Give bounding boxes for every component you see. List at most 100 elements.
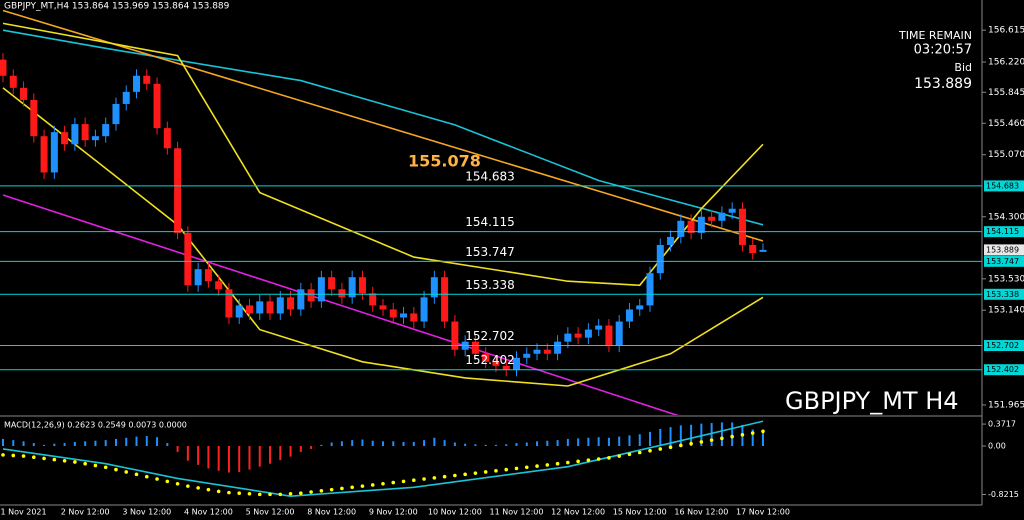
candle-body: [646, 273, 654, 306]
macd-bar: [43, 444, 46, 447]
macd-bar: [669, 427, 672, 447]
candle-body: [174, 148, 182, 233]
macd-bar: [587, 437, 590, 447]
candle-body: [71, 124, 79, 145]
candle-body: [749, 244, 757, 254]
macd-bar: [32, 443, 35, 447]
signal-dot: [689, 441, 693, 446]
bid-box-label: 153.889: [986, 245, 1019, 254]
macd-bar: [638, 434, 641, 447]
candle-body: [430, 277, 438, 298]
candle-body: [441, 277, 449, 322]
level-box-label: 153.338: [986, 290, 1019, 299]
signal-dot: [617, 454, 621, 458]
candle-body: [235, 305, 243, 318]
signal-dot: [93, 463, 98, 468]
overlay-line: [2, 29, 764, 226]
level-box: [984, 288, 1024, 300]
macd-bar: [546, 440, 549, 447]
macd-bar: [566, 438, 569, 447]
macd-bar: [84, 441, 87, 447]
candle-body: [225, 289, 233, 318]
signal-dot: [514, 466, 519, 471]
x-tick-label: 11 Nov 12:00: [490, 508, 544, 517]
x-tick-label: 1 Nov 2021: [0, 508, 46, 517]
signal-dot: [52, 457, 57, 462]
macd-bar: [700, 423, 703, 447]
macd-bar: [176, 446, 179, 452]
macd-tick-label: 0.3717: [988, 420, 1016, 429]
macd-bar: [474, 444, 477, 447]
macd-bar: [423, 440, 426, 447]
candle-body: [122, 91, 130, 104]
y-tick-label: 151.965: [988, 400, 1024, 410]
signal-dot: [350, 485, 354, 490]
signal-dot: [124, 470, 129, 474]
macd-bar: [597, 437, 600, 447]
level-box-label: 154.115: [986, 227, 1019, 236]
main-panel: [0, 9, 767, 415]
macd-bar: [227, 446, 230, 473]
signal-dot: [206, 487, 211, 492]
macd-bar: [659, 428, 662, 447]
candle-body: [687, 220, 695, 233]
candle-body: [738, 208, 746, 245]
bid-title: Bid: [954, 61, 972, 74]
macd-bar: [751, 429, 754, 447]
signal-dot: [442, 474, 447, 479]
macd-bar: [433, 437, 436, 447]
macd-bar: [299, 446, 302, 452]
candle-body: [574, 333, 582, 338]
macd-tick-label: -0.8215: [988, 490, 1019, 499]
macd-bar: [577, 438, 580, 447]
signal-dot: [658, 447, 663, 451]
macd-bar: [73, 441, 76, 447]
candle-body: [256, 301, 264, 314]
macd-bar: [340, 441, 343, 447]
candle-body: [492, 361, 500, 366]
macd-bar: [248, 446, 251, 470]
signal-dot: [257, 492, 262, 497]
macd-bar: [381, 441, 384, 447]
signal-dot: [637, 450, 642, 455]
signal-dot: [186, 484, 190, 488]
signal-dot: [165, 479, 170, 484]
candle-body: [451, 321, 459, 350]
signal-dot: [596, 457, 601, 461]
macd-bar: [628, 435, 631, 447]
candle-body: [153, 83, 161, 129]
level-label: 154.683: [465, 169, 515, 183]
candle-body: [410, 313, 418, 322]
level-label: 154.115: [465, 215, 515, 229]
macd-label: MACD(12,26,9) 0.2623 0.2549 0.0073 0.000…: [4, 421, 187, 430]
candle-body: [625, 309, 633, 322]
macd-bar: [145, 435, 148, 447]
macd-bar: [361, 439, 364, 447]
macd-bar: [197, 446, 200, 465]
candle-body: [102, 124, 110, 137]
signal-dot: [319, 489, 324, 493]
candle-body: [266, 301, 274, 314]
high-label: 155.078: [408, 152, 481, 171]
signal-dot: [299, 491, 303, 496]
macd-bar: [494, 444, 497, 447]
candle-body: [400, 313, 408, 318]
candle-body: [9, 75, 17, 88]
signal-dot: [278, 492, 283, 497]
signal-dot: [309, 490, 313, 494]
signal-dot: [401, 479, 406, 484]
y-tick-label: 155.460: [988, 119, 1024, 129]
candle-body: [482, 353, 490, 362]
candle-body: [718, 212, 726, 221]
level-box: [984, 180, 1024, 192]
signal-dot: [524, 465, 529, 470]
macd-bar: [310, 446, 313, 449]
signal-dot: [237, 491, 242, 496]
x-tick-label: 8 Nov 12:00: [307, 508, 356, 517]
macd-bar: [53, 443, 56, 447]
candle-body: [471, 341, 479, 354]
candle-body: [194, 269, 202, 286]
header: GBPJPY_MT,H4 153.864 153.969 153.864 153…: [4, 2, 230, 12]
candle-body: [759, 249, 767, 252]
